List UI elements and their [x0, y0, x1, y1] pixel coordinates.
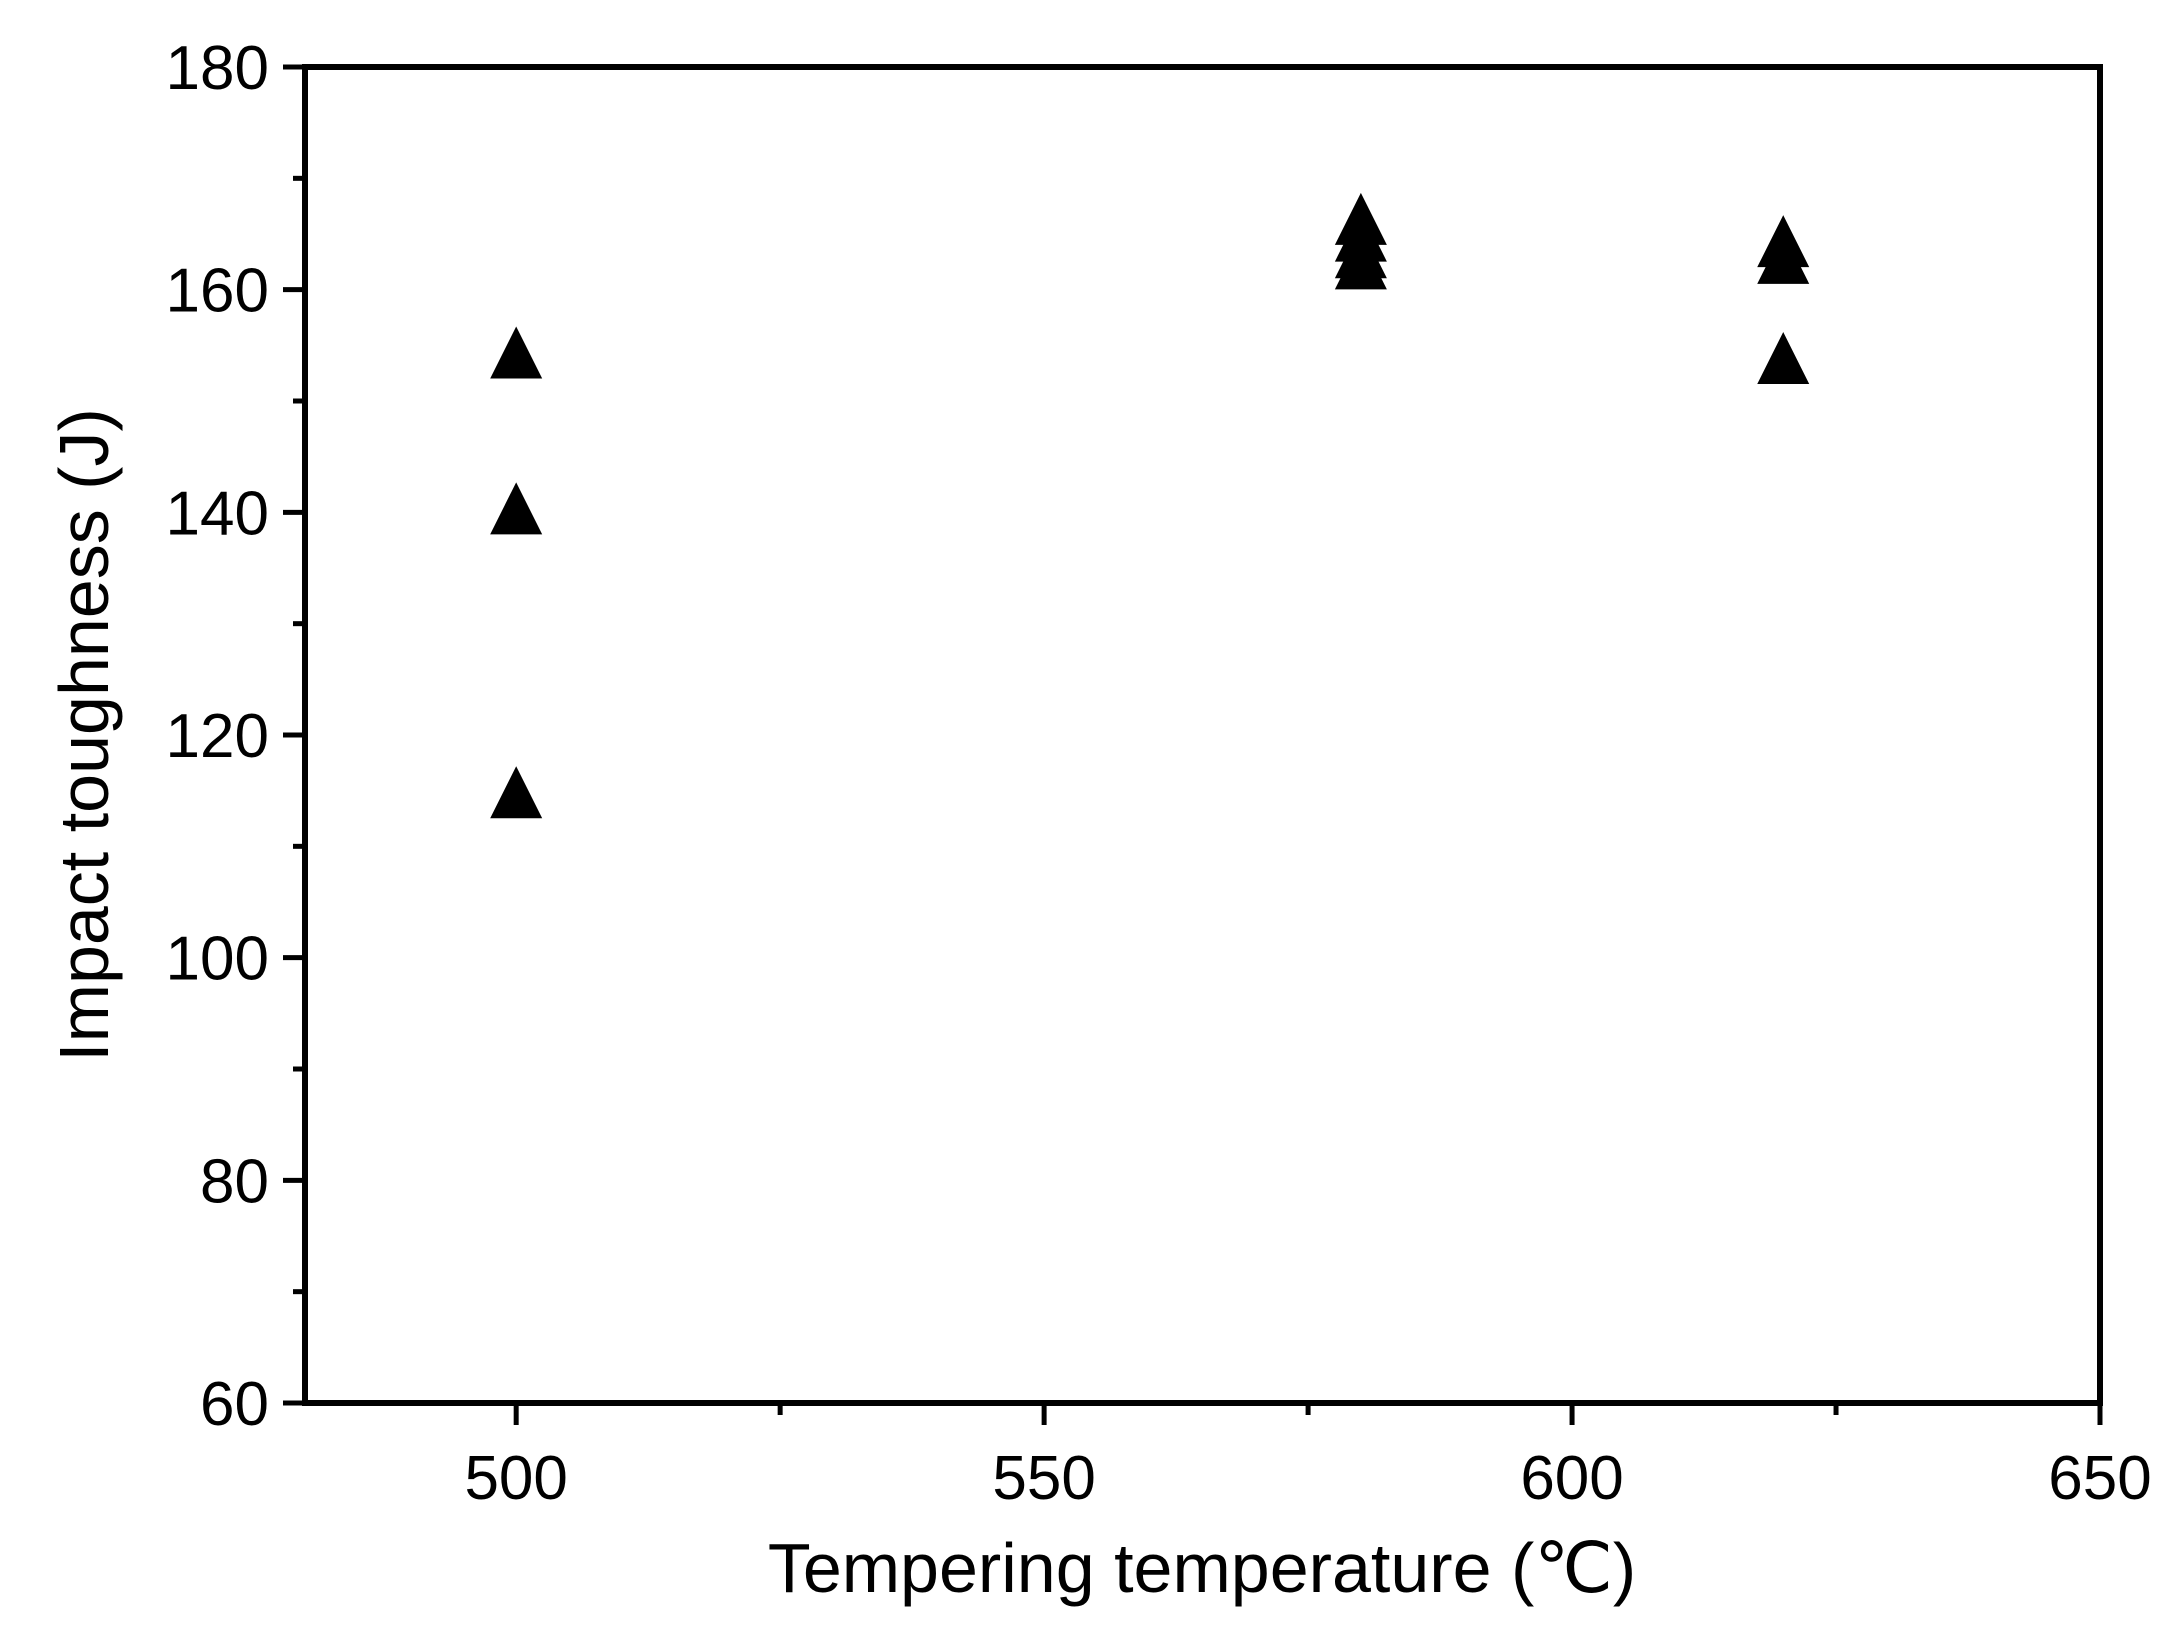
x-axis-label: Tempering temperature (℃): [768, 1529, 1636, 1607]
y-tick-label: 120: [166, 702, 269, 771]
x-tick-label: 500: [464, 1444, 567, 1513]
data-points: [490, 192, 1810, 819]
y-tick-label: 160: [166, 257, 269, 326]
x-tick-label: 600: [1520, 1444, 1623, 1513]
plot-frame: [302, 64, 2103, 1406]
data-point-triangle: [1757, 231, 1810, 284]
y-tick-label: 80: [200, 1147, 269, 1216]
y-tick-label: 140: [166, 479, 269, 548]
tick-labels: 500 550 600 650 60 80 100 120 140 160 180: [166, 34, 2152, 1513]
y-tick-label: 180: [166, 34, 269, 103]
data-point-triangle: [490, 766, 543, 819]
y-tick-label: 60: [200, 1370, 269, 1439]
y-tick-label: 100: [166, 925, 269, 994]
data-point-triangle: [490, 326, 543, 379]
x-tick-label: 550: [992, 1444, 1095, 1513]
data-point-triangle: [490, 482, 543, 535]
data-point-triangle: [1757, 332, 1810, 385]
axis-ticks: [283, 64, 2103, 1425]
y-axis-label: Impact toughness (J): [45, 408, 123, 1062]
data-point-triangle: [1334, 237, 1387, 290]
x-tick-label: 650: [2048, 1444, 2151, 1513]
